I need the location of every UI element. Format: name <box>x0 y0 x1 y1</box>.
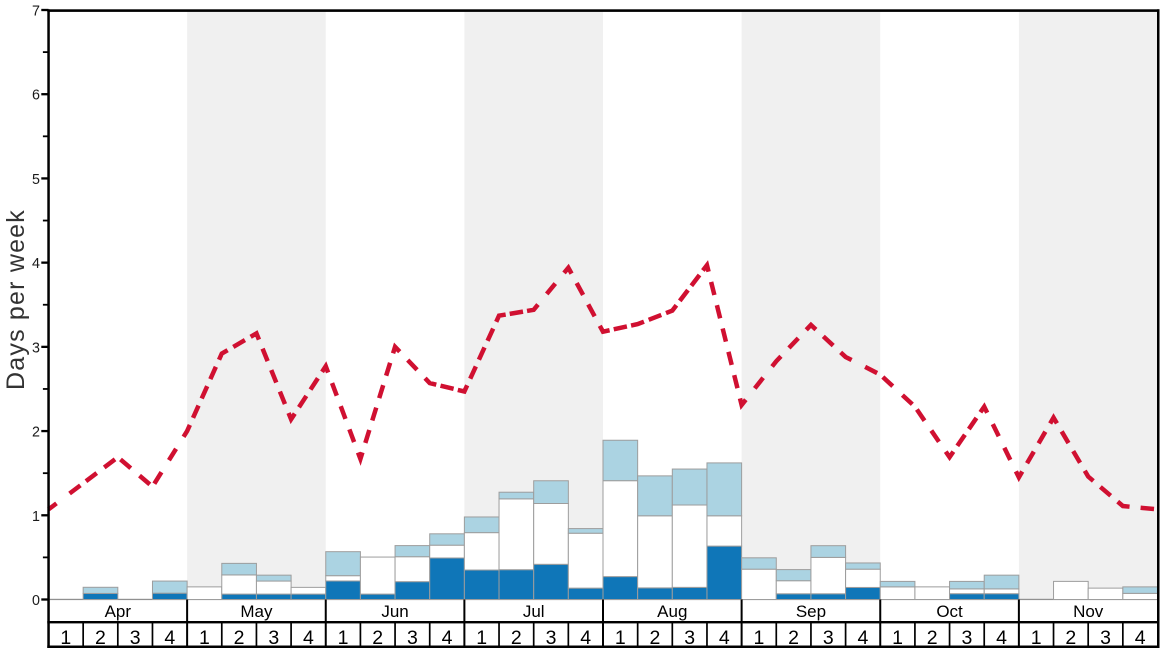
svg-text:3: 3 <box>32 340 40 356</box>
svg-text:Nov: Nov <box>1073 602 1104 621</box>
svg-text:3: 3 <box>546 627 557 648</box>
svg-text:4: 4 <box>1135 627 1146 648</box>
svg-text:Oct: Oct <box>936 602 963 621</box>
svg-text:2: 2 <box>32 425 40 441</box>
svg-text:1: 1 <box>199 627 210 648</box>
svg-text:4: 4 <box>719 627 730 648</box>
svg-text:Apr: Apr <box>105 602 132 621</box>
svg-text:3: 3 <box>823 627 834 648</box>
svg-text:3: 3 <box>961 627 972 648</box>
svg-text:7: 7 <box>32 4 40 20</box>
svg-text:4: 4 <box>580 627 591 648</box>
svg-text:2: 2 <box>372 627 383 648</box>
svg-text:Days per week: Days per week <box>2 209 30 390</box>
svg-text:3: 3 <box>407 627 418 648</box>
svg-text:3: 3 <box>268 627 279 648</box>
svg-text:4: 4 <box>164 627 175 648</box>
svg-text:3: 3 <box>130 627 141 648</box>
svg-text:3: 3 <box>1100 627 1111 648</box>
svg-text:1: 1 <box>615 627 626 648</box>
svg-text:4: 4 <box>303 627 314 648</box>
svg-text:1: 1 <box>476 627 487 648</box>
svg-text:1: 1 <box>1031 627 1042 648</box>
svg-text:May: May <box>240 602 273 621</box>
svg-text:1: 1 <box>892 627 903 648</box>
svg-text:2: 2 <box>788 627 799 648</box>
svg-text:1: 1 <box>754 627 765 648</box>
svg-text:2: 2 <box>95 627 106 648</box>
svg-text:Jun: Jun <box>381 602 408 621</box>
svg-text:2: 2 <box>234 627 245 648</box>
svg-text:0: 0 <box>32 593 40 609</box>
svg-text:2: 2 <box>927 627 938 648</box>
svg-text:2: 2 <box>1065 627 1076 648</box>
svg-text:3: 3 <box>684 627 695 648</box>
svg-text:4: 4 <box>857 627 868 648</box>
svg-text:Jul: Jul <box>523 602 545 621</box>
svg-text:5: 5 <box>32 172 40 188</box>
svg-text:4: 4 <box>442 627 453 648</box>
svg-text:Aug: Aug <box>657 602 687 621</box>
svg-text:1: 1 <box>60 627 71 648</box>
svg-text:6: 6 <box>32 88 40 104</box>
svg-text:4: 4 <box>996 627 1007 648</box>
svg-text:1: 1 <box>32 509 40 525</box>
svg-text:2: 2 <box>650 627 661 648</box>
svg-text:1: 1 <box>338 627 349 648</box>
svg-text:Sep: Sep <box>796 602 826 621</box>
svg-text:2: 2 <box>511 627 522 648</box>
svg-text:4: 4 <box>32 256 40 272</box>
